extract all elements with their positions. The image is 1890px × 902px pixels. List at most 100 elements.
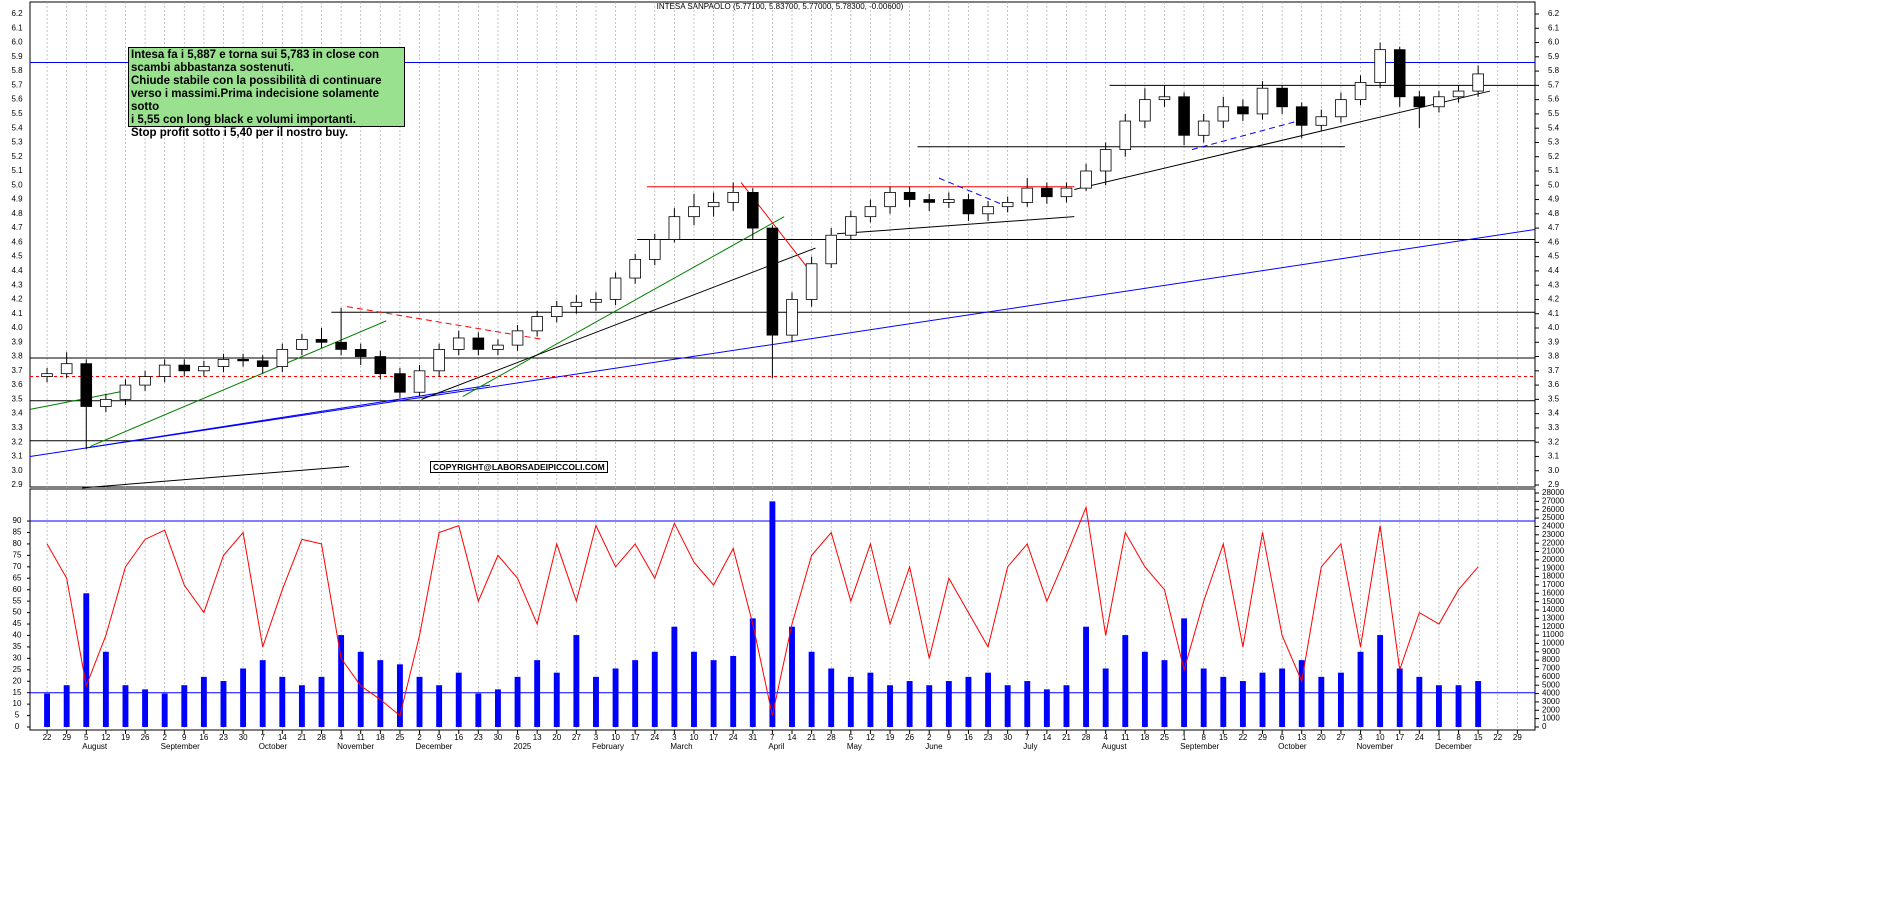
y-tick-label: 4.4 bbox=[11, 266, 23, 275]
x-tick-label: 2 bbox=[927, 733, 932, 742]
x-tick-label: 21 bbox=[1062, 733, 1071, 742]
volume-bar bbox=[749, 618, 756, 727]
candle-body bbox=[492, 344, 504, 350]
volume-bar bbox=[357, 651, 364, 727]
y-tick-label: 6.1 bbox=[11, 23, 23, 32]
y-tick-label-right: 5.9 bbox=[1548, 52, 1560, 61]
volume-bar bbox=[612, 668, 619, 727]
y-tick-label: 5.0 bbox=[11, 180, 23, 189]
candle-body bbox=[1413, 96, 1426, 108]
y-tick-label-right: 5.1 bbox=[1548, 166, 1560, 175]
annotation-line: scambi abbastanza sostenuti. bbox=[131, 62, 294, 74]
candle-body bbox=[80, 363, 93, 407]
volume-bar bbox=[455, 672, 462, 727]
y-tick-label: 40 bbox=[13, 631, 22, 640]
x-tick-label: 19 bbox=[121, 733, 130, 742]
candle-body bbox=[1354, 82, 1367, 101]
x-tick-label: 17 bbox=[631, 733, 640, 742]
y-tick-label: 3.8 bbox=[11, 352, 23, 361]
y-tick-label-right: 5.2 bbox=[1548, 152, 1560, 161]
volume-bar bbox=[416, 676, 423, 727]
x-tick-label: 7 bbox=[770, 733, 775, 742]
x-tick-label: 3 bbox=[672, 733, 677, 742]
candle-body bbox=[1315, 116, 1328, 126]
y-tick-label: 3.5 bbox=[11, 394, 23, 403]
volume-bar bbox=[1083, 626, 1090, 727]
x-tick-label: 16 bbox=[199, 733, 208, 742]
y-tick-label: 4.1 bbox=[11, 309, 23, 318]
y-tick-label: 20 bbox=[13, 676, 22, 685]
candle-body bbox=[884, 192, 896, 208]
volume-bar bbox=[181, 685, 188, 727]
y2-tick-label: 23000 bbox=[1542, 530, 1565, 539]
x-tick-label: 3 bbox=[594, 733, 599, 742]
candle-body bbox=[707, 201, 720, 208]
y-tick-label-right: 4.3 bbox=[1548, 280, 1560, 289]
x-tick-label: 29 bbox=[62, 733, 71, 742]
y2-tick-label: 0 bbox=[1542, 722, 1547, 731]
volume-bar bbox=[200, 676, 207, 727]
y-tick-label: 80 bbox=[13, 539, 22, 548]
x-tick-label: 25 bbox=[395, 733, 404, 742]
y-tick-label-right: 4.8 bbox=[1548, 209, 1560, 218]
x-tick-label: 26 bbox=[141, 733, 150, 742]
volume-bar bbox=[1318, 676, 1325, 727]
y-tick-label: 3.0 bbox=[11, 466, 23, 475]
volume-bar bbox=[769, 501, 776, 727]
x-tick-label: 9 bbox=[182, 733, 187, 742]
annotation-line: Stop profit sotto i 5,40 per il nostro b… bbox=[131, 127, 349, 139]
candle-body bbox=[982, 206, 994, 215]
y-tick-label: 15 bbox=[13, 688, 22, 697]
volume-bar bbox=[436, 685, 443, 727]
candle-body bbox=[805, 263, 818, 300]
candle-body bbox=[1001, 201, 1014, 208]
x-tick-label: 21 bbox=[297, 733, 306, 742]
x-tick-label: 22 bbox=[1238, 733, 1247, 742]
volume-bar bbox=[259, 660, 266, 727]
y-tick-label-right: 4.6 bbox=[1548, 237, 1560, 246]
x-tick-label: 9 bbox=[437, 733, 442, 742]
volume-bar bbox=[220, 681, 227, 727]
y-tick-label-right: 2.9 bbox=[1548, 480, 1560, 489]
month-label: November bbox=[1357, 742, 1394, 751]
volume-bar bbox=[1357, 651, 1364, 727]
y-tick-label-right: 4.5 bbox=[1548, 252, 1560, 261]
volume-bar bbox=[710, 660, 717, 727]
y2-tick-label: 10000 bbox=[1542, 639, 1565, 648]
candle-body bbox=[727, 192, 739, 203]
x-tick-label: 23 bbox=[219, 733, 228, 742]
x-tick-label: 11 bbox=[1121, 733, 1130, 742]
y2-tick-label: 19000 bbox=[1542, 563, 1565, 572]
volume-bar bbox=[1102, 668, 1109, 727]
y-tick-label-right: 5.8 bbox=[1548, 66, 1560, 75]
candle-body bbox=[158, 364, 171, 377]
month-label: December bbox=[1435, 742, 1472, 751]
candle-body bbox=[413, 370, 426, 393]
month-label: February bbox=[592, 742, 624, 751]
month-label: August bbox=[1102, 742, 1128, 751]
candle-body bbox=[119, 384, 132, 400]
volume-bar bbox=[1259, 672, 1266, 727]
candle-body bbox=[1295, 106, 1308, 126]
y-tick-label: 5.6 bbox=[11, 95, 23, 104]
x-tick-label: 6 bbox=[515, 733, 520, 742]
volume-bar bbox=[1377, 635, 1384, 727]
candle-body bbox=[570, 301, 583, 307]
volume-bar bbox=[514, 676, 521, 727]
candle-body bbox=[590, 299, 602, 303]
trend-line bbox=[462, 216, 785, 397]
x-tick-label: 15 bbox=[1219, 733, 1228, 742]
candle-body bbox=[1217, 106, 1230, 122]
volume-bar bbox=[1043, 689, 1050, 727]
y2-tick-label: 14000 bbox=[1542, 605, 1565, 614]
volume-bar bbox=[318, 676, 325, 727]
candle-body bbox=[923, 199, 936, 203]
y-tick-label-right: 6.0 bbox=[1548, 38, 1560, 47]
y2-tick-label: 26000 bbox=[1542, 505, 1565, 514]
y2-tick-label: 11000 bbox=[1542, 630, 1564, 639]
x-tick-label: 19 bbox=[886, 733, 895, 742]
annotation-box: Intesa fa i 5,887 e torna sui 5,783 in c… bbox=[128, 47, 405, 139]
y-tick-label-right: 3.8 bbox=[1548, 352, 1560, 361]
x-tick-label: 16 bbox=[964, 733, 973, 742]
y2-tick-label: 7000 bbox=[1542, 664, 1560, 673]
